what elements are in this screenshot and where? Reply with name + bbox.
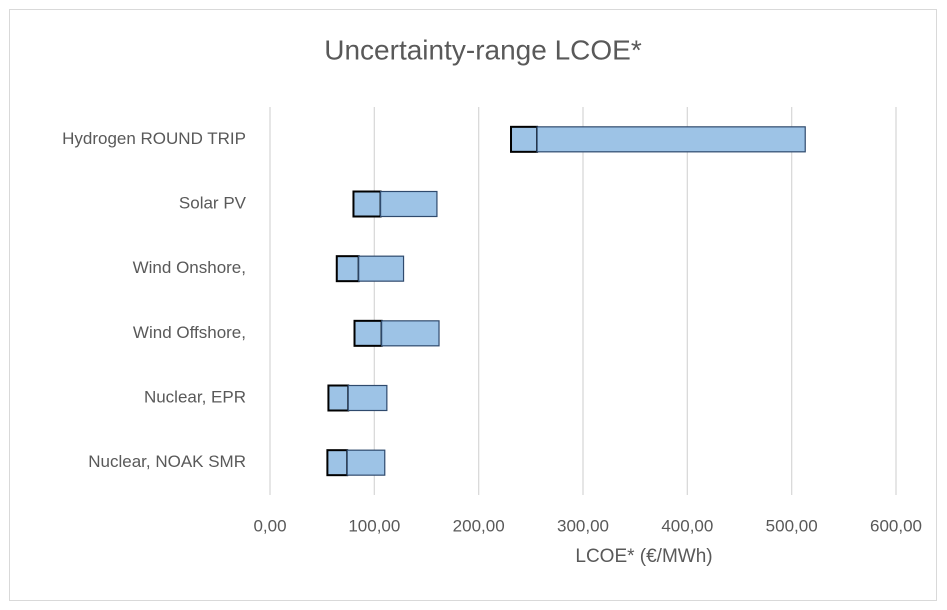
x-tick-label: 200,00 [453, 516, 505, 535]
y-tick-label: Wind Onshore, [133, 258, 246, 277]
x-tick-label: 300,00 [557, 516, 609, 535]
bar-segment [358, 255, 405, 282]
bar-segment [347, 384, 388, 412]
bar-segment [352, 190, 382, 218]
chart-title: Uncertainty-range LCOE* [324, 34, 642, 65]
x-tick-label: 100,00 [348, 516, 400, 535]
bar-segment [335, 255, 360, 283]
x-tick-label: 600,00 [870, 516, 922, 535]
x-tick-label: 0,00 [253, 516, 286, 535]
x-tick-label: 400,00 [661, 516, 713, 535]
bar-segment [346, 449, 386, 476]
y-tick-label: Wind Offshore, [133, 323, 246, 342]
bar-segment [536, 126, 806, 153]
bar-segment [353, 319, 383, 347]
chart-frame [9, 9, 937, 601]
bar-segment [379, 190, 438, 218]
x-tick-label: 500,00 [766, 516, 818, 535]
x-axis-label: LCOE* (€/MWh) [575, 546, 712, 567]
y-tick-label: Nuclear, NOAK SMR [88, 452, 246, 471]
bar-segment [326, 449, 349, 477]
y-tick-label: Nuclear, EPR [144, 387, 246, 406]
bar-segment [327, 384, 350, 412]
y-tick-label: Solar PV [179, 193, 247, 212]
y-tick-label: Hydrogen ROUND TRIP [62, 129, 246, 148]
bar-segment [510, 125, 539, 153]
bar-segment [381, 320, 440, 347]
